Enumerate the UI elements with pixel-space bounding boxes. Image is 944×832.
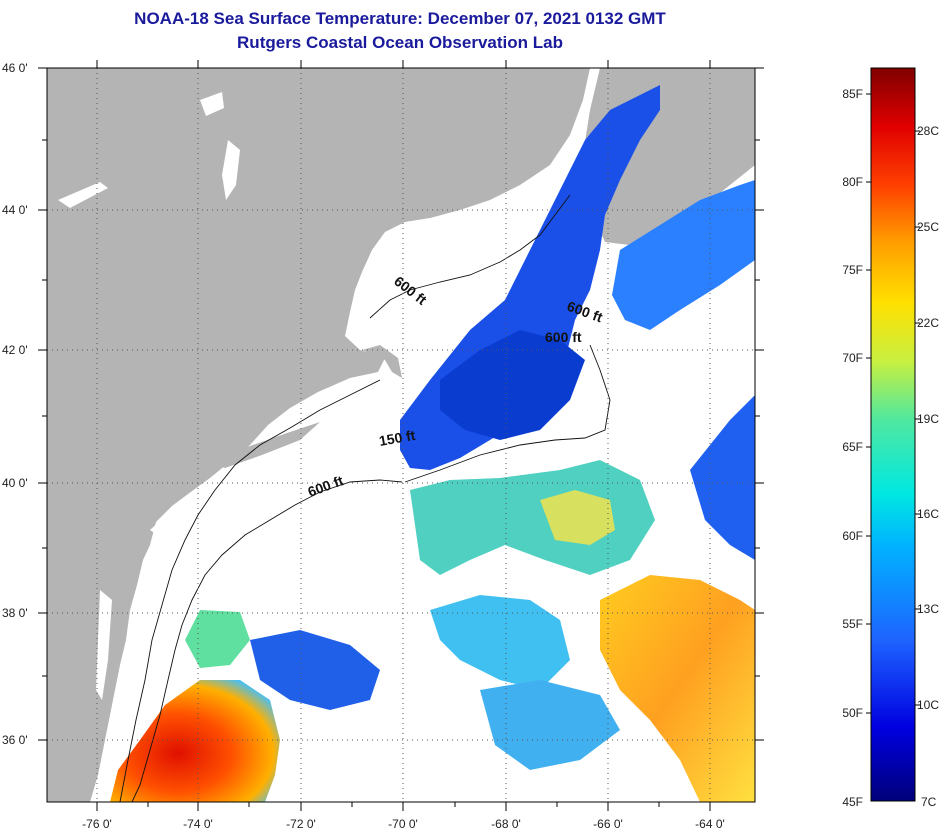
colorbar-c-label: 22C	[917, 316, 939, 330]
colorbar-c-label: 7C	[921, 795, 937, 809]
lat-label: 46 0'	[2, 61, 28, 75]
colorbar-gradient	[870, 67, 916, 802]
colorbar-c-label: 25C	[917, 220, 939, 234]
lat-label: 42 0'	[2, 343, 28, 357]
colorbar-f-label: 60F	[842, 529, 863, 543]
colorbar-f-label: 75F	[842, 263, 863, 277]
sst-south-mid-patch	[185, 610, 250, 668]
sst-shelf-break-warm-spots	[540, 490, 615, 545]
axis-ticks	[38, 60, 764, 811]
colorbar-c-label: 10C	[917, 698, 939, 712]
lat-label: 44 0'	[2, 203, 28, 217]
title-line-1: NOAA-18 Sea Surface Temperature: Decembe…	[134, 9, 666, 28]
sst-offshore-east-cool	[690, 395, 755, 560]
colorbar-f-label: 55F	[842, 617, 863, 631]
sst-shelf-break-patch	[410, 460, 655, 575]
sst-offshore-east-patch	[600, 575, 755, 802]
sst-mid-atlantic-scatter	[430, 595, 570, 690]
land-us-northeast	[47, 68, 590, 802]
sst-south-scatter-blue	[250, 630, 380, 710]
lat-label: 38 0'	[2, 606, 28, 620]
colorbar-c-label: 13C	[917, 602, 939, 616]
sst-south-scatter-east	[480, 680, 620, 770]
lon-label: -68 0'	[491, 817, 521, 831]
lon-label: -70 0'	[388, 817, 418, 831]
colorbar-c-label: 28C	[917, 124, 939, 138]
lon-label: -72 0'	[286, 817, 316, 831]
contour-label: 600 ft	[545, 329, 582, 345]
contour-150ft-shelf	[119, 379, 381, 802]
lake-1	[200, 92, 224, 116]
lake-2	[222, 140, 240, 200]
colorbar-f-ticks	[866, 93, 920, 714]
colorbar-f-label: 50F	[842, 706, 863, 720]
colorbar-f-label: 85F	[842, 87, 863, 101]
lon-label: -74 0'	[183, 817, 213, 831]
lake-3	[58, 182, 108, 208]
sst-scotian-shelf-patch	[612, 180, 755, 330]
lake-4	[150, 512, 170, 540]
land-long-island	[208, 422, 320, 468]
contour-label: 150 ft	[378, 427, 417, 449]
lat-label: 36 0'	[2, 733, 28, 747]
contour-georges	[404, 344, 611, 483]
colorbar-f-label: 65F	[842, 440, 863, 454]
sst-south-warm-patch	[110, 680, 280, 802]
contour-600ft-shelf	[131, 479, 403, 802]
colorbar-f-label: 70F	[842, 351, 863, 365]
lat-label: 40 0'	[2, 476, 28, 490]
lon-label: -64 0'	[695, 817, 725, 831]
contour-600ft-gulf-of-maine	[369, 194, 571, 319]
bay-chesapeake	[96, 590, 112, 700]
land-cape-cod	[362, 345, 402, 378]
title-line-2: Rutgers Coastal Ocean Observation Lab	[237, 33, 563, 52]
colorbar-c-label: 16C	[917, 507, 939, 521]
sst-georges-bank-patch	[440, 330, 585, 440]
colorbar-c-label: 19C	[917, 412, 939, 426]
map-frame	[46, 67, 756, 803]
colorbar-f-label: 45F	[842, 795, 863, 809]
colorbar-f-label: 80F	[842, 175, 863, 189]
lon-label: -76 0'	[82, 817, 112, 831]
lon-label: -66 0'	[593, 817, 623, 831]
